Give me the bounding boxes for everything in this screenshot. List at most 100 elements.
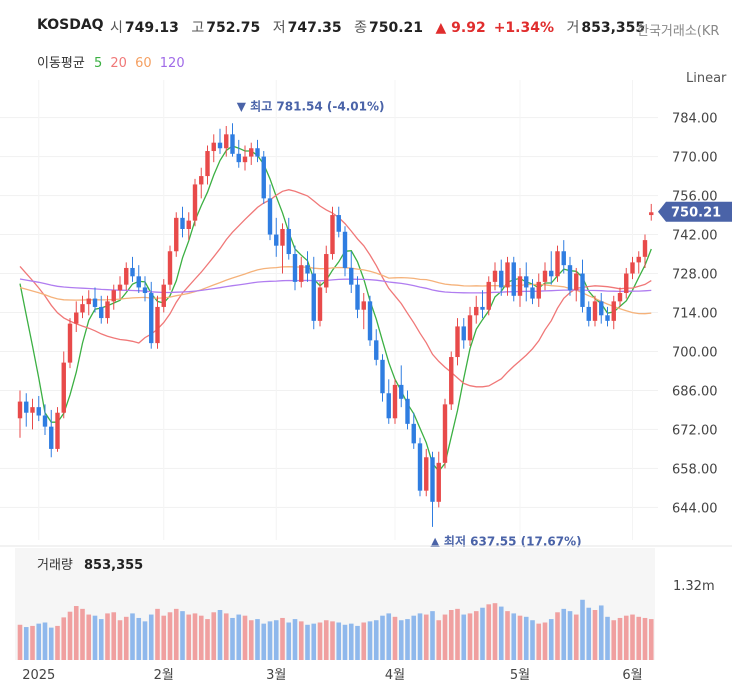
- volume-axis-tick: 1.32m: [673, 579, 715, 594]
- volume-bar: [505, 611, 510, 660]
- close-label: 종: [354, 20, 368, 36]
- volume-bar: [442, 614, 448, 660]
- candle-body: [436, 462, 441, 502]
- volume-bar: [355, 625, 360, 660]
- volume-bar: [230, 617, 235, 660]
- candle: [549, 251, 554, 285]
- volume-bar: [167, 612, 173, 660]
- ma-label[interactable]: 이동평균: [37, 56, 85, 71]
- candle: [342, 226, 348, 277]
- candle: [592, 295, 598, 327]
- candle-body: [99, 306, 104, 319]
- candle: [536, 273, 541, 307]
- symbol-name[interactable]: KOSDAQ: [37, 17, 104, 33]
- candle-body: [155, 306, 160, 344]
- change-percent: +1.34%: [493, 20, 554, 36]
- candle-body: [105, 301, 110, 319]
- candle: [167, 245, 173, 291]
- candle: [374, 329, 379, 366]
- volume-bar: [492, 603, 498, 660]
- candle-body: [455, 326, 460, 358]
- candle: [249, 142, 254, 165]
- price-tick-label: 700.00: [672, 345, 718, 360]
- candle: [599, 293, 604, 324]
- volume-bar: [586, 607, 592, 660]
- candle-body: [161, 284, 166, 307]
- candle-body: [649, 212, 654, 216]
- price-tick-label: 770.00: [672, 151, 718, 166]
- candle-body: [449, 357, 454, 405]
- price-tick-label: 742.00: [672, 229, 718, 244]
- volume-bar: [205, 619, 210, 660]
- candle: [317, 281, 323, 327]
- volume-bar: [148, 614, 154, 660]
- candle: [274, 217, 279, 257]
- candle: [430, 451, 435, 527]
- volume-bar: [380, 615, 385, 660]
- candle-body: [330, 215, 335, 255]
- time-axis-label: 2025: [22, 668, 55, 683]
- volume-bar: [86, 614, 92, 660]
- volume-bar: [186, 614, 192, 660]
- volume-bar: [461, 614, 467, 660]
- high-label: 고: [191, 20, 205, 36]
- candle-body: [624, 273, 629, 294]
- candle-body: [55, 412, 60, 449]
- volume-bar: [311, 623, 317, 660]
- candle-body: [267, 198, 273, 235]
- volume-bar: [330, 621, 335, 660]
- candle: [130, 256, 135, 282]
- candle-body: [617, 293, 623, 302]
- volume-bar: [211, 612, 217, 660]
- candle: [486, 276, 491, 316]
- volume-bar: [617, 617, 623, 660]
- time-axis-label: 4월: [385, 668, 405, 683]
- chart-header: KOSDAQ 시 749.13 고 752.75 저 747.35 종 750.21 ▲…: [0, 0, 732, 86]
- candle-body: [392, 384, 398, 419]
- volume-bar: [473, 611, 479, 660]
- volume-bar: [342, 624, 348, 660]
- candle-body: [605, 315, 610, 321]
- volume-bar: [292, 619, 298, 660]
- price-tick-label: 686.00: [672, 384, 718, 399]
- candle-body: [374, 340, 379, 360]
- candle-body: [524, 276, 529, 288]
- volume-bar: [236, 614, 242, 660]
- volume-bar: [367, 621, 373, 660]
- volume-bar: [605, 616, 610, 660]
- grid-lines: [0, 80, 658, 540]
- volume-value: 853,355: [84, 558, 143, 573]
- candle: [155, 295, 160, 349]
- candle: [230, 123, 235, 157]
- candle: [605, 306, 610, 327]
- candle: [142, 276, 148, 302]
- volume-bar: [73, 606, 79, 660]
- volume-bar: [173, 608, 179, 660]
- price-tick-label: 658.00: [672, 462, 718, 477]
- candle-body: [280, 228, 285, 246]
- candle-body: [586, 306, 591, 321]
- candle: [611, 295, 616, 330]
- candle-body: [249, 148, 254, 157]
- candle-body: [136, 276, 141, 288]
- volume-bar: [242, 615, 248, 660]
- volume-bar: [305, 624, 310, 660]
- candle: [624, 267, 629, 299]
- volume-bar: [80, 608, 85, 660]
- candle: [67, 318, 73, 369]
- price-tick-label: 644.00: [672, 501, 718, 516]
- volume-bar: [48, 627, 54, 660]
- change-value: ▲ 9.92: [435, 20, 486, 36]
- candle: [236, 139, 241, 168]
- candle: [161, 279, 166, 313]
- candlesticks: [17, 123, 654, 527]
- volume-bar: [598, 605, 604, 660]
- volume-label: 거: [566, 20, 580, 36]
- volume-bar: [567, 611, 573, 660]
- scale-mode-toggle[interactable]: Linear: [686, 71, 727, 86]
- volume-bar: [273, 620, 279, 660]
- volume-bar: [161, 615, 167, 660]
- open-value: 749.13: [124, 20, 179, 36]
- close-value: 750.21: [369, 20, 424, 36]
